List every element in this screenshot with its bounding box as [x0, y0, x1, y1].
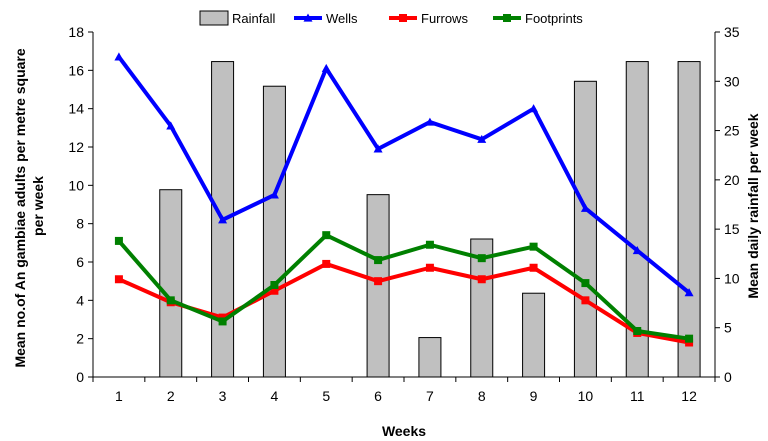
point-furrows: [374, 277, 383, 286]
series-line-furrows: [118, 261, 690, 345]
point-wells: [632, 246, 642, 255]
legend-marker-furrows: [399, 14, 407, 22]
rainfall-bar: [262, 85, 286, 378]
x-tick-label: 11: [630, 388, 645, 404]
point-furrows: [477, 275, 486, 284]
point-wells: [684, 288, 694, 297]
rainfall-bar: [677, 61, 701, 378]
x-tick-label: 5: [322, 388, 330, 404]
point-wells: [321, 63, 331, 73]
point-footprints: [270, 281, 279, 289]
legend-marker-wells: [303, 13, 313, 22]
point-furrows: [581, 296, 590, 305]
x-tick-label: 9: [530, 388, 538, 404]
legend: Rainfall Wells Furrows Footprints: [199, 10, 583, 26]
point-wells: [529, 104, 539, 113]
legend-label-wells: Wells: [326, 11, 358, 26]
point-furrows: [114, 275, 123, 284]
x-tick-label: 6: [374, 388, 382, 404]
point-wells: [580, 203, 590, 212]
right-tick-label: 10: [724, 270, 740, 286]
rainfall-bar: [366, 194, 390, 378]
point-footprints: [425, 240, 434, 249]
left-axis-title-line-2: per week: [30, 176, 46, 236]
legend-item-furrows: Furrows: [389, 11, 468, 26]
x-tick-label: 10: [578, 388, 594, 404]
point-footprints: [166, 296, 175, 305]
point-wells: [218, 215, 228, 224]
point-furrows: [270, 286, 279, 295]
rainfall-bar: [159, 189, 183, 378]
right-tick-label: 15: [724, 221, 740, 237]
point-footprints: [218, 317, 227, 326]
left-tick-label: 8: [76, 216, 84, 232]
right-tick-label: 20: [724, 172, 740, 188]
x-tick-label: 1: [115, 388, 123, 404]
x-axis-title: Weeks: [382, 423, 426, 439]
legend-item-wells: Wells: [294, 11, 358, 26]
x-tick-label: 3: [219, 388, 227, 404]
right-tick-label: 0: [724, 369, 732, 385]
series-line-footprints: [117, 233, 690, 341]
right-axis-title: Mean daily rainfall per week: [745, 113, 761, 298]
legend-item-rainfall: Rainfall: [199, 10, 275, 26]
legend-swatch-rainfall: [199, 10, 229, 26]
point-wells: [269, 190, 279, 199]
point-footprints: [685, 334, 694, 343]
point-footprints: [633, 327, 642, 335]
series-line-wells: [117, 55, 691, 295]
left-tick-label: 10: [68, 177, 84, 193]
point-wells: [477, 134, 487, 143]
point-furrows: [322, 259, 331, 268]
left-tick-label: 16: [68, 62, 84, 78]
rainfall-bar: [522, 292, 546, 378]
x-tick-label: 2: [167, 388, 175, 404]
right-tick-label: 30: [724, 73, 740, 89]
right-tick-label: 25: [724, 123, 740, 139]
rainfall-bars: [159, 61, 701, 378]
point-footprints: [581, 279, 590, 288]
left-tick-label: 14: [68, 101, 84, 117]
left-tick-label: 12: [68, 139, 84, 155]
x-tick-label: 4: [271, 388, 279, 404]
x-tick-label: 7: [426, 388, 434, 404]
point-wells: [166, 121, 176, 130]
legend-label-furrows: Furrows: [421, 11, 468, 26]
legend-item-footprints: Footprints: [493, 11, 583, 26]
left-tick-label: 18: [68, 24, 84, 40]
rainfall-bar: [418, 337, 442, 378]
point-footprints: [114, 236, 123, 245]
point-wells: [425, 117, 435, 126]
legend-label-footprints: Footprints: [525, 11, 583, 26]
point-footprints: [477, 254, 486, 263]
left-tick-label: 2: [76, 331, 84, 347]
left-tick-label: 0: [76, 369, 84, 385]
legend-label-rainfall: Rainfall: [232, 11, 275, 26]
right-tick-label: 5: [724, 320, 732, 336]
left-tick-label: 6: [76, 254, 84, 270]
left-axis-title: Mean no.of An gambiae adults per metre s…: [12, 44, 46, 367]
point-furrows: [425, 263, 434, 272]
point-footprints: [374, 256, 383, 265]
point-wells: [373, 144, 383, 153]
legend-marker-footprints: [503, 14, 511, 22]
left-tick-label: 4: [76, 292, 84, 308]
point-wells: [114, 52, 124, 61]
rainfall-bar: [573, 80, 597, 378]
series-lines: [114, 52, 694, 347]
point-furrows: [529, 263, 538, 272]
x-tick-label: 8: [478, 388, 486, 404]
right-tick-label: 35: [724, 24, 740, 40]
x-tick-label: 12: [681, 388, 697, 404]
point-footprints: [529, 242, 538, 251]
point-footprints: [322, 231, 331, 240]
left-axis-title-line-1: Mean no.of An gambiae adults per metre s…: [12, 48, 28, 367]
